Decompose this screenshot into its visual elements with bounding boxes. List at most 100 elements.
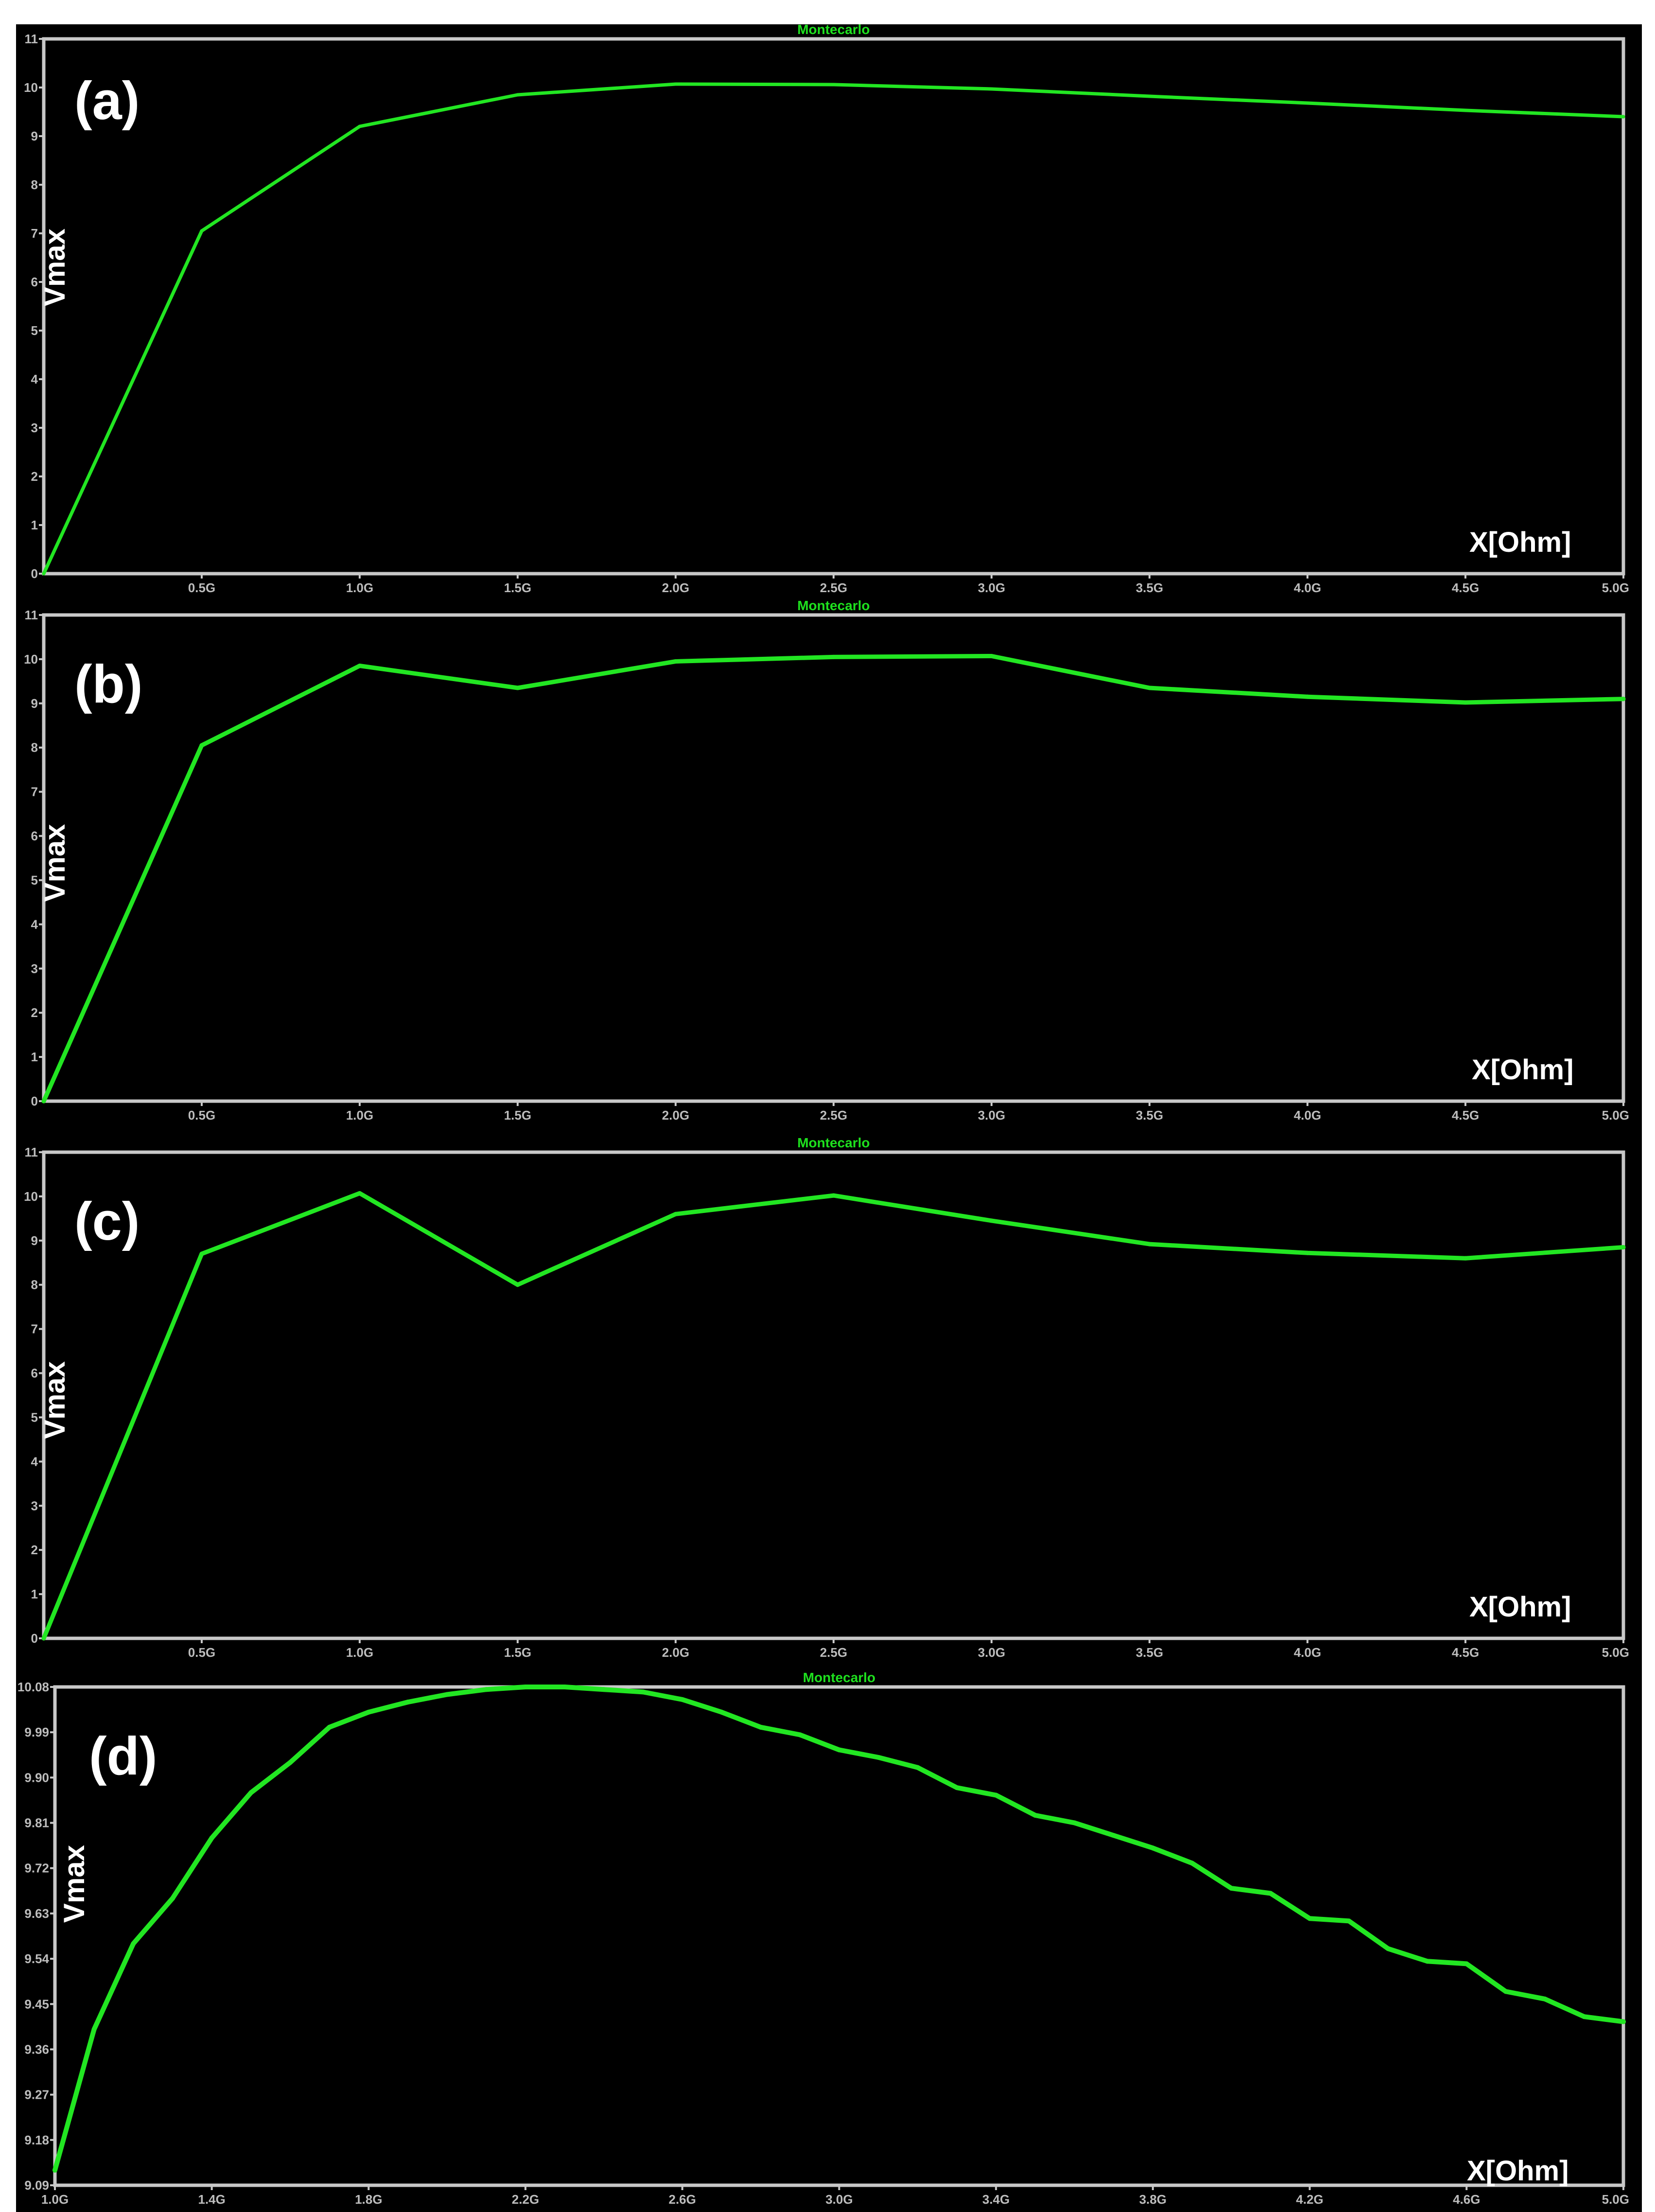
y-tick-label: 9.36 (24, 2042, 49, 2056)
x-tick-label: 1.0G (346, 580, 373, 595)
data-point (1150, 1845, 1155, 1851)
data-point (366, 1709, 371, 1715)
data-point (954, 1785, 959, 1791)
data-point (1503, 1989, 1508, 1994)
y-tick-label: 5 (31, 873, 38, 887)
x-tick-label: 1.5G (504, 580, 531, 595)
data-point (1189, 1861, 1195, 1866)
data-point (679, 1697, 685, 1702)
y-tick-label: 9.54 (24, 1951, 49, 1966)
y-tick-label: 9.09 (24, 2178, 49, 2193)
data-point (248, 1790, 254, 1795)
plot-frame (42, 37, 1625, 576)
y-tick-label: 3 (31, 1498, 38, 1513)
data-point (1464, 1961, 1469, 1966)
data-point (989, 1218, 994, 1223)
data-point (357, 664, 362, 668)
y-tick-label: 10 (24, 1189, 38, 1204)
data-point (1621, 115, 1625, 119)
y-tick-label: 4 (31, 1454, 38, 1469)
x-tick-label: 1.4G (198, 2192, 226, 2207)
x-tick-label: 3.0G (825, 2192, 853, 2207)
panel-label: (b) (74, 654, 142, 714)
y-axis-label: Vmax (38, 228, 71, 306)
x-tick-label: 5.0G (1602, 580, 1629, 595)
data-point (515, 685, 520, 690)
data-point (1346, 1918, 1352, 1924)
x-tick-label: 1.8G (355, 2192, 382, 2207)
x-tick-label: 2.5G (820, 580, 847, 595)
series-line (41, 1191, 1626, 1641)
data-point (52, 2167, 57, 2173)
data-point (1463, 700, 1468, 705)
y-tick-label: 9.45 (24, 1997, 49, 2011)
x-tick-label: 3.8G (1139, 2192, 1167, 2207)
y-tick-label: 2 (31, 1543, 38, 1557)
x-tick-label: 1.5G (504, 1108, 531, 1123)
y-tick-label: 3 (31, 961, 38, 976)
x-tick-label: 0.5G (188, 1645, 215, 1660)
data-point (1229, 1886, 1234, 1891)
x-tick-label: 3.0G (978, 1645, 1005, 1660)
y-axis-label: Vmax (38, 824, 71, 902)
x-tick-label: 1.0G (346, 1645, 373, 1660)
chart-title: Montecarlo (797, 1135, 870, 1150)
y-tick-label: 9.63 (24, 1906, 49, 1921)
x-tick-label: 4.5G (1452, 580, 1479, 595)
data-point (484, 1687, 489, 1692)
y-tick-label: 9.99 (24, 1725, 49, 1739)
x-tick-label: 2.0G (662, 580, 689, 595)
y-tick-label: 8 (31, 1278, 38, 1292)
y-tick-label: 9.27 (24, 2088, 49, 2102)
data-point (1463, 1256, 1468, 1261)
chart-panel-a: Montecarlo 0 1 2 3 4 5 6 7 8 9 10 11 0.5G 1.0G 1.5G 2.0G… (16, 22, 1642, 598)
y-tick-label: 3 (31, 421, 38, 435)
data-point (562, 1685, 567, 1689)
x-tick-label: 4.0G (1294, 580, 1321, 595)
data-point (601, 1687, 607, 1692)
series-line (52, 1685, 1626, 2173)
x-tick-label: 2.5G (820, 1108, 847, 1123)
y-tick-label: 7 (31, 785, 38, 799)
y-tick-label: 8 (31, 177, 38, 192)
y-tick-label: 8 (31, 740, 38, 755)
y-tick-label: 2 (31, 469, 38, 484)
data-point (288, 1760, 293, 1765)
chart-panel-c: Montecarlo 0 1 2 3 4 5 6 7 8 9 10 11 0.5G 1.0G 1.5G 2.0G… (16, 1133, 1642, 1670)
data-point (1385, 1946, 1391, 1951)
x-axis-label: X[Ohm] (1469, 1591, 1571, 1623)
chart-panel-b: Montecarlo 0 1 2 3 4 5 6 7 8 9 10 11 0.5G 1.0G 1.5G 2.0G… (16, 598, 1642, 1133)
data-point (444, 1692, 450, 1697)
series-line (42, 82, 1625, 576)
chart-panel-d: Montecarlo 9.09 9.18 9.27 9.36 9.45 9.54 9.63 9.… (16, 1670, 1642, 2212)
data-point (1148, 94, 1151, 98)
data-point (641, 1689, 646, 1695)
chart-svg: Montecarlo 0 1 2 3 4 5 6 7 8 9 10 11 0.5G 1.0G 1.5G 2.0G… (24, 598, 1629, 1123)
data-point (797, 1732, 802, 1738)
panel-label: (c) (74, 1192, 139, 1251)
data-point (1621, 2019, 1626, 2024)
x-tick-label: 3.5G (1136, 1645, 1163, 1660)
panel-label: (a) (74, 71, 139, 131)
data-point (327, 1724, 332, 1730)
x-tick-label: 4.0G (1294, 1108, 1321, 1123)
data-point (357, 1191, 362, 1196)
data-point (1147, 685, 1152, 690)
data-point (1305, 1250, 1310, 1255)
x-tick-label: 2.0G (662, 1108, 689, 1123)
x-tick-label: 4.6G (1453, 2192, 1480, 2207)
y-tick-label: 9 (31, 1233, 38, 1248)
data-point (515, 1282, 520, 1287)
x-axis-label: X[Ohm] (1472, 1054, 1573, 1086)
x-tick-label: 2.6G (669, 2192, 696, 2207)
data-point (876, 1755, 881, 1760)
x-tick-label: 1.0G (346, 1108, 373, 1123)
data-point (831, 1193, 836, 1198)
x-axis-label: X[Ohm] (1467, 2155, 1568, 2187)
y-axis-label: Vmax (38, 1361, 71, 1439)
data-point (523, 1685, 528, 1689)
chart-svg: Montecarlo 0 1 2 3 4 5 6 7 8 9 10 11 0.5G 1.0G 1.5G 2.0G… (24, 1135, 1629, 1660)
data-point (719, 1709, 724, 1715)
data-point (200, 229, 204, 233)
y-tick-label: 11 (25, 32, 38, 46)
